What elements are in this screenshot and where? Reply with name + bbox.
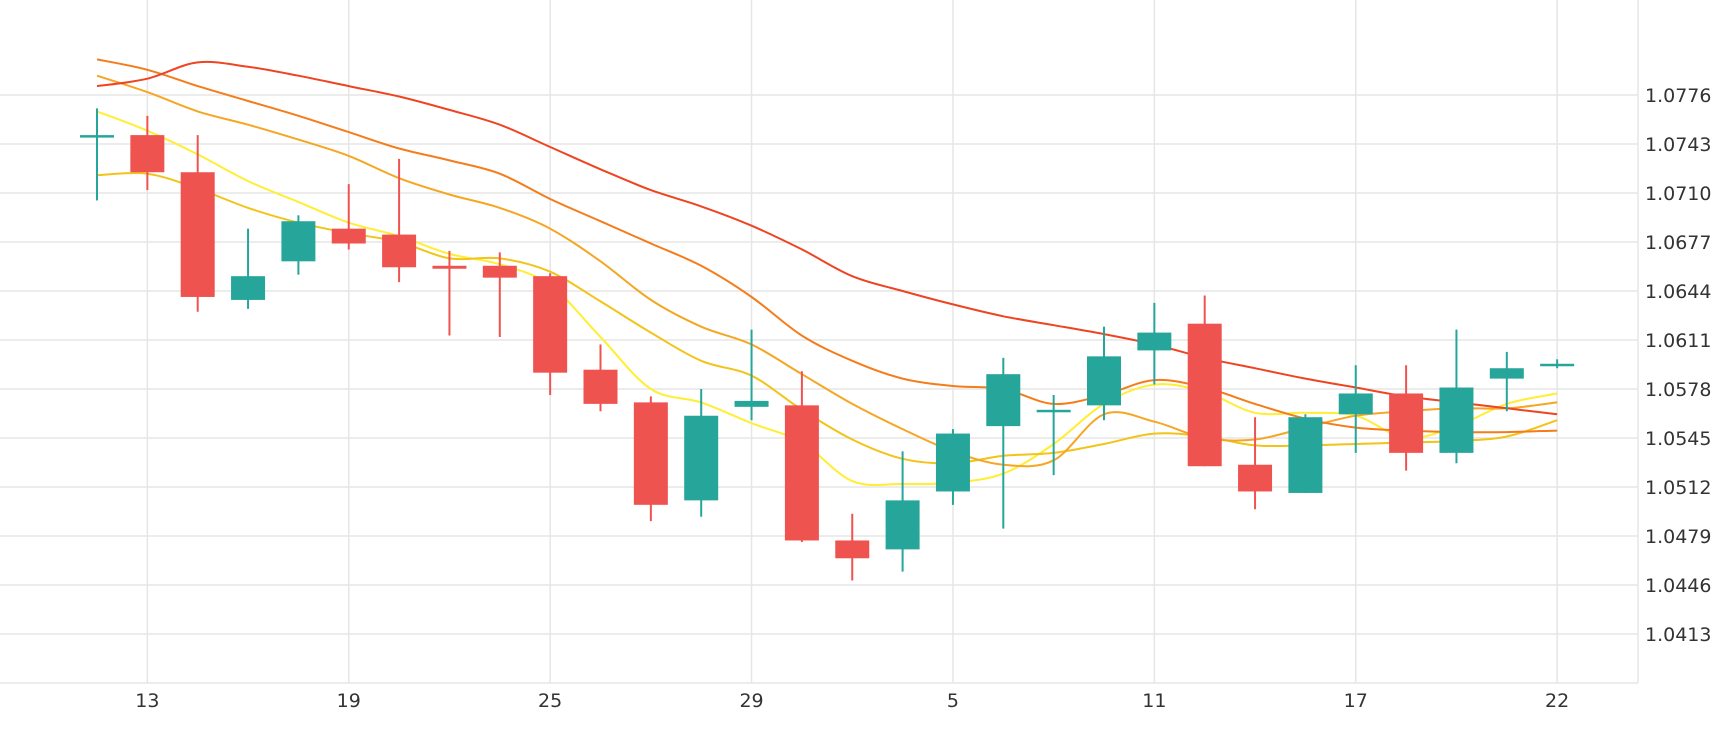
grid (0, 0, 1639, 684)
candle-up (885, 451, 920, 572)
moving-average-line-5 (96, 60, 1558, 416)
candle-up (1288, 414, 1323, 493)
candle-body (1338, 393, 1373, 415)
candle-body (986, 374, 1021, 427)
candle-up (1338, 365, 1373, 453)
y-tick-label: 1.0479 (1645, 526, 1711, 548)
candle-up (734, 329, 769, 421)
y-tick-label: 1.0413 (1645, 624, 1711, 646)
y-tick-label: 1.0578 (1645, 379, 1711, 401)
x-tick-label: 5 (947, 690, 959, 712)
candles (80, 108, 1575, 581)
candle-body (80, 135, 114, 138)
x-tick-label: 22 (1545, 690, 1569, 712)
candle-body (331, 228, 366, 244)
moving-average-line-3 (96, 74, 1558, 468)
candle-body (835, 540, 870, 559)
candle-body (382, 234, 417, 268)
candle-down (633, 396, 668, 522)
y-tick-label: 1.0611 (1645, 330, 1711, 352)
candle-body (784, 405, 819, 541)
candle-down (533, 273, 568, 395)
candle-body (1087, 356, 1121, 406)
candle-down (1238, 417, 1273, 510)
candle-body (734, 400, 769, 407)
candle-up (1489, 351, 1524, 412)
candle-down (583, 344, 618, 412)
candle-body (633, 402, 668, 505)
candle-down (835, 513, 870, 581)
y-tick-label: 1.0512 (1645, 477, 1711, 499)
moving-average-lines (96, 58, 1558, 487)
x-tick-label: 19 (337, 690, 361, 712)
candle-body (281, 221, 316, 262)
candle-body (684, 415, 719, 501)
y-tick-label: 1.0743 (1645, 134, 1711, 156)
candle-up (1036, 394, 1071, 476)
x-tick-label: 13 (135, 690, 159, 712)
candle-body (1036, 409, 1071, 413)
candle-down (180, 135, 215, 312)
axes: 1.0776 1.0743 1.0710 1.0677 1.0644 1.0611 1.05… (135, 85, 1711, 712)
candle-body (1238, 464, 1273, 492)
candle-body (583, 369, 618, 404)
candle-body (130, 135, 165, 173)
candle-up (986, 357, 1021, 529)
candle-up (281, 215, 316, 275)
candle-down (130, 115, 165, 191)
y-tick-label: 1.0776 (1645, 85, 1711, 107)
moving-average-line-1 (96, 110, 1558, 487)
x-tick-label: 25 (538, 690, 562, 712)
candle-body (482, 265, 517, 278)
candle-up (1087, 326, 1121, 421)
candle-up (80, 108, 114, 201)
moving-average-line-4 (96, 58, 1558, 434)
x-tick-label: 29 (739, 690, 763, 712)
candle-body (1489, 368, 1524, 379)
y-tick-label: 1.0446 (1645, 575, 1711, 597)
candle-body (432, 265, 467, 269)
candle-down (331, 184, 366, 250)
candle-up (1137, 302, 1172, 385)
y-tick-label: 1.0677 (1645, 232, 1711, 254)
candle-body (1439, 387, 1474, 453)
candle-body (1540, 363, 1575, 367)
candle-body (1389, 393, 1424, 453)
candle-up (1540, 359, 1575, 369)
x-tick-label: 11 (1142, 690, 1166, 712)
candle-up (684, 389, 719, 517)
candle-up (231, 228, 266, 309)
candle-body (231, 276, 266, 300)
candle-body (885, 500, 920, 550)
candle-down (784, 371, 819, 542)
candle-body (1288, 417, 1323, 493)
candle-down (432, 250, 467, 336)
y-tick-label: 1.0710 (1645, 183, 1711, 205)
candle-body (1137, 332, 1172, 351)
x-tick-label: 17 (1344, 690, 1368, 712)
candle-down (1187, 295, 1222, 467)
y-tick-label: 1.0644 (1645, 281, 1711, 303)
candle-up (935, 429, 970, 505)
candle-up (1439, 329, 1474, 464)
candle-body (533, 276, 568, 373)
candle-down (382, 158, 417, 283)
candle-body (1187, 323, 1222, 467)
candle-down (1389, 365, 1424, 471)
candle-body (180, 172, 215, 297)
y-tick-label: 1.0545 (1645, 428, 1711, 450)
candle-down (482, 252, 517, 338)
candle-body (935, 433, 970, 492)
